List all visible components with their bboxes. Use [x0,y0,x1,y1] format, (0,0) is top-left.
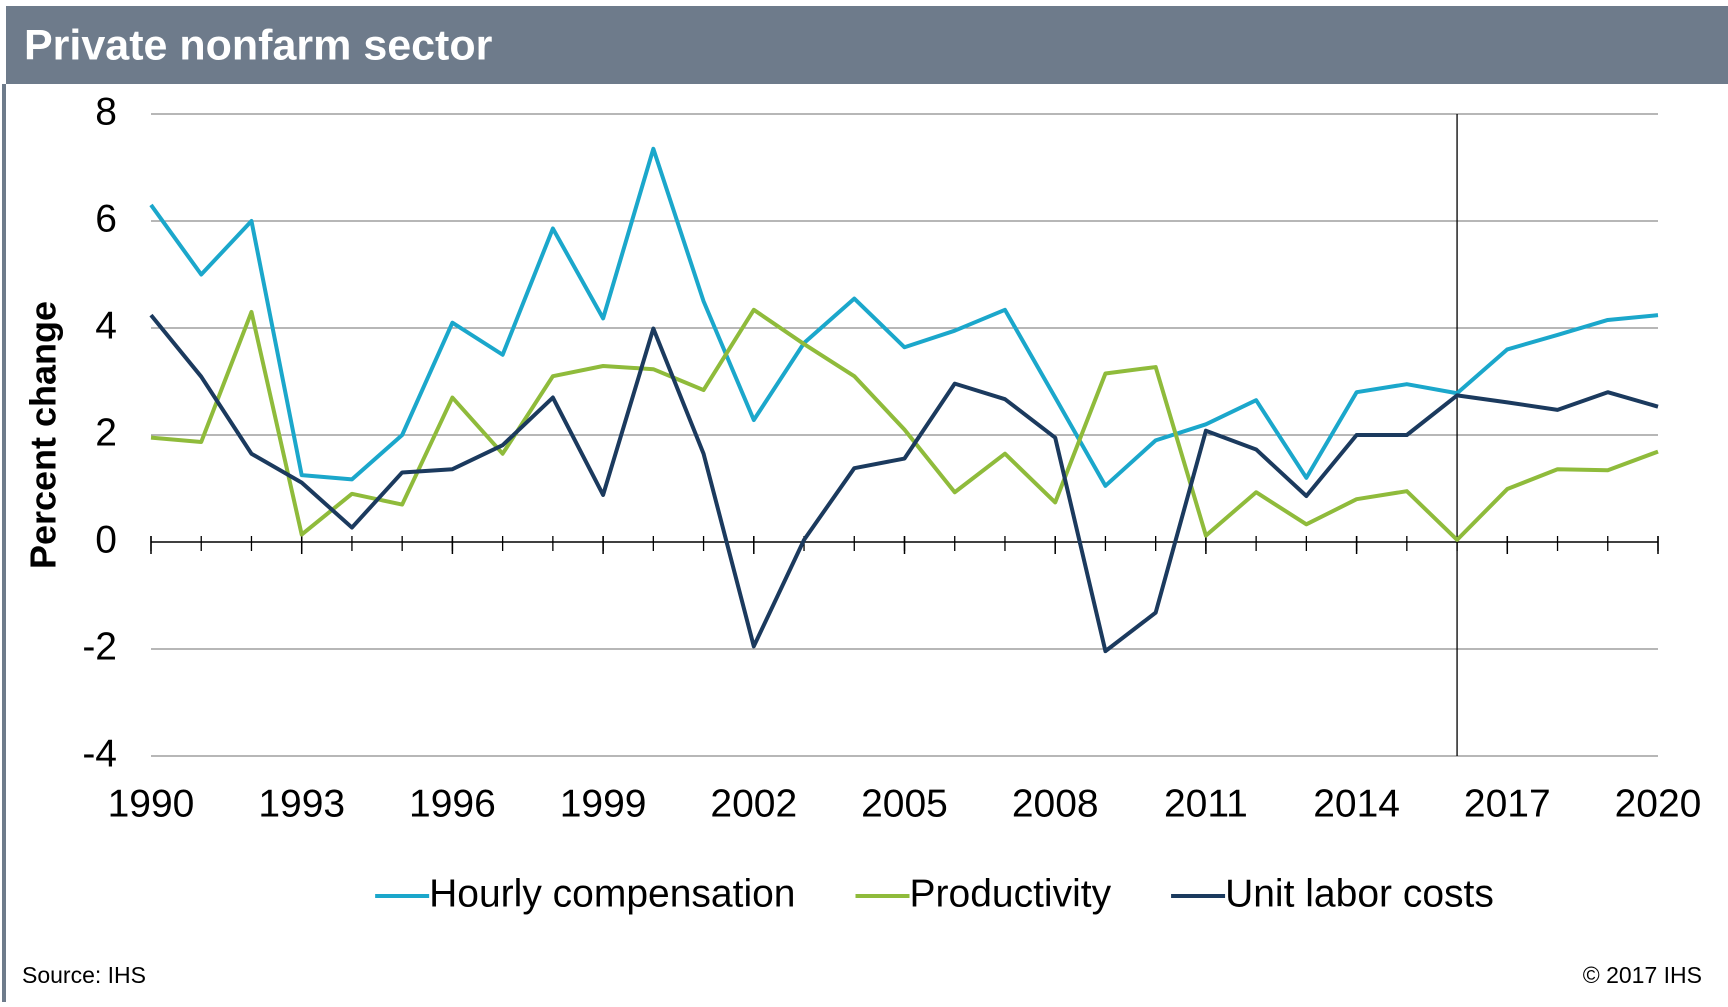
x-tick-label: 2005 [861,782,948,825]
x-tick-label: 1999 [560,782,647,825]
x-tick-label: 1993 [258,782,345,825]
copyright: © 2017 IHS [1583,962,1702,988]
y-tick-label: 0 [95,518,117,561]
legend-label: Unit labor costs [1225,872,1494,915]
y-tick-label: 8 [95,90,117,133]
x-tick-label: 1996 [409,782,496,825]
x-tick-label: 2008 [1012,782,1099,825]
legend: Hourly compensation Productivity Unit labo… [375,872,1494,915]
chart-title: Private nonfarm sector [24,21,493,69]
y-tick-label: 4 [95,304,117,347]
x-tick-label: 1990 [108,782,195,825]
series-line [150,307,1659,542]
source: Source: IHS [22,962,146,988]
x-tick-label: 2017 [1464,782,1551,825]
x-tick-label: 2002 [710,782,797,825]
x-tick-label: 2020 [1615,782,1702,825]
legend-label: Productivity [910,872,1112,915]
x-tick-label: 2011 [1164,782,1248,825]
y-tick-label: -2 [82,625,117,668]
y-tick-label: 2 [95,411,117,454]
y-tick-label: -4 [82,732,117,775]
y-axis-label: Percent change [23,301,64,569]
series-line [149,146,1659,488]
legend-label: Hourly compensation [429,872,795,915]
title-bar [6,6,1728,84]
x-tick-label: 2014 [1313,782,1400,825]
y-tick-label: 6 [95,197,117,240]
series-line [149,313,1659,654]
